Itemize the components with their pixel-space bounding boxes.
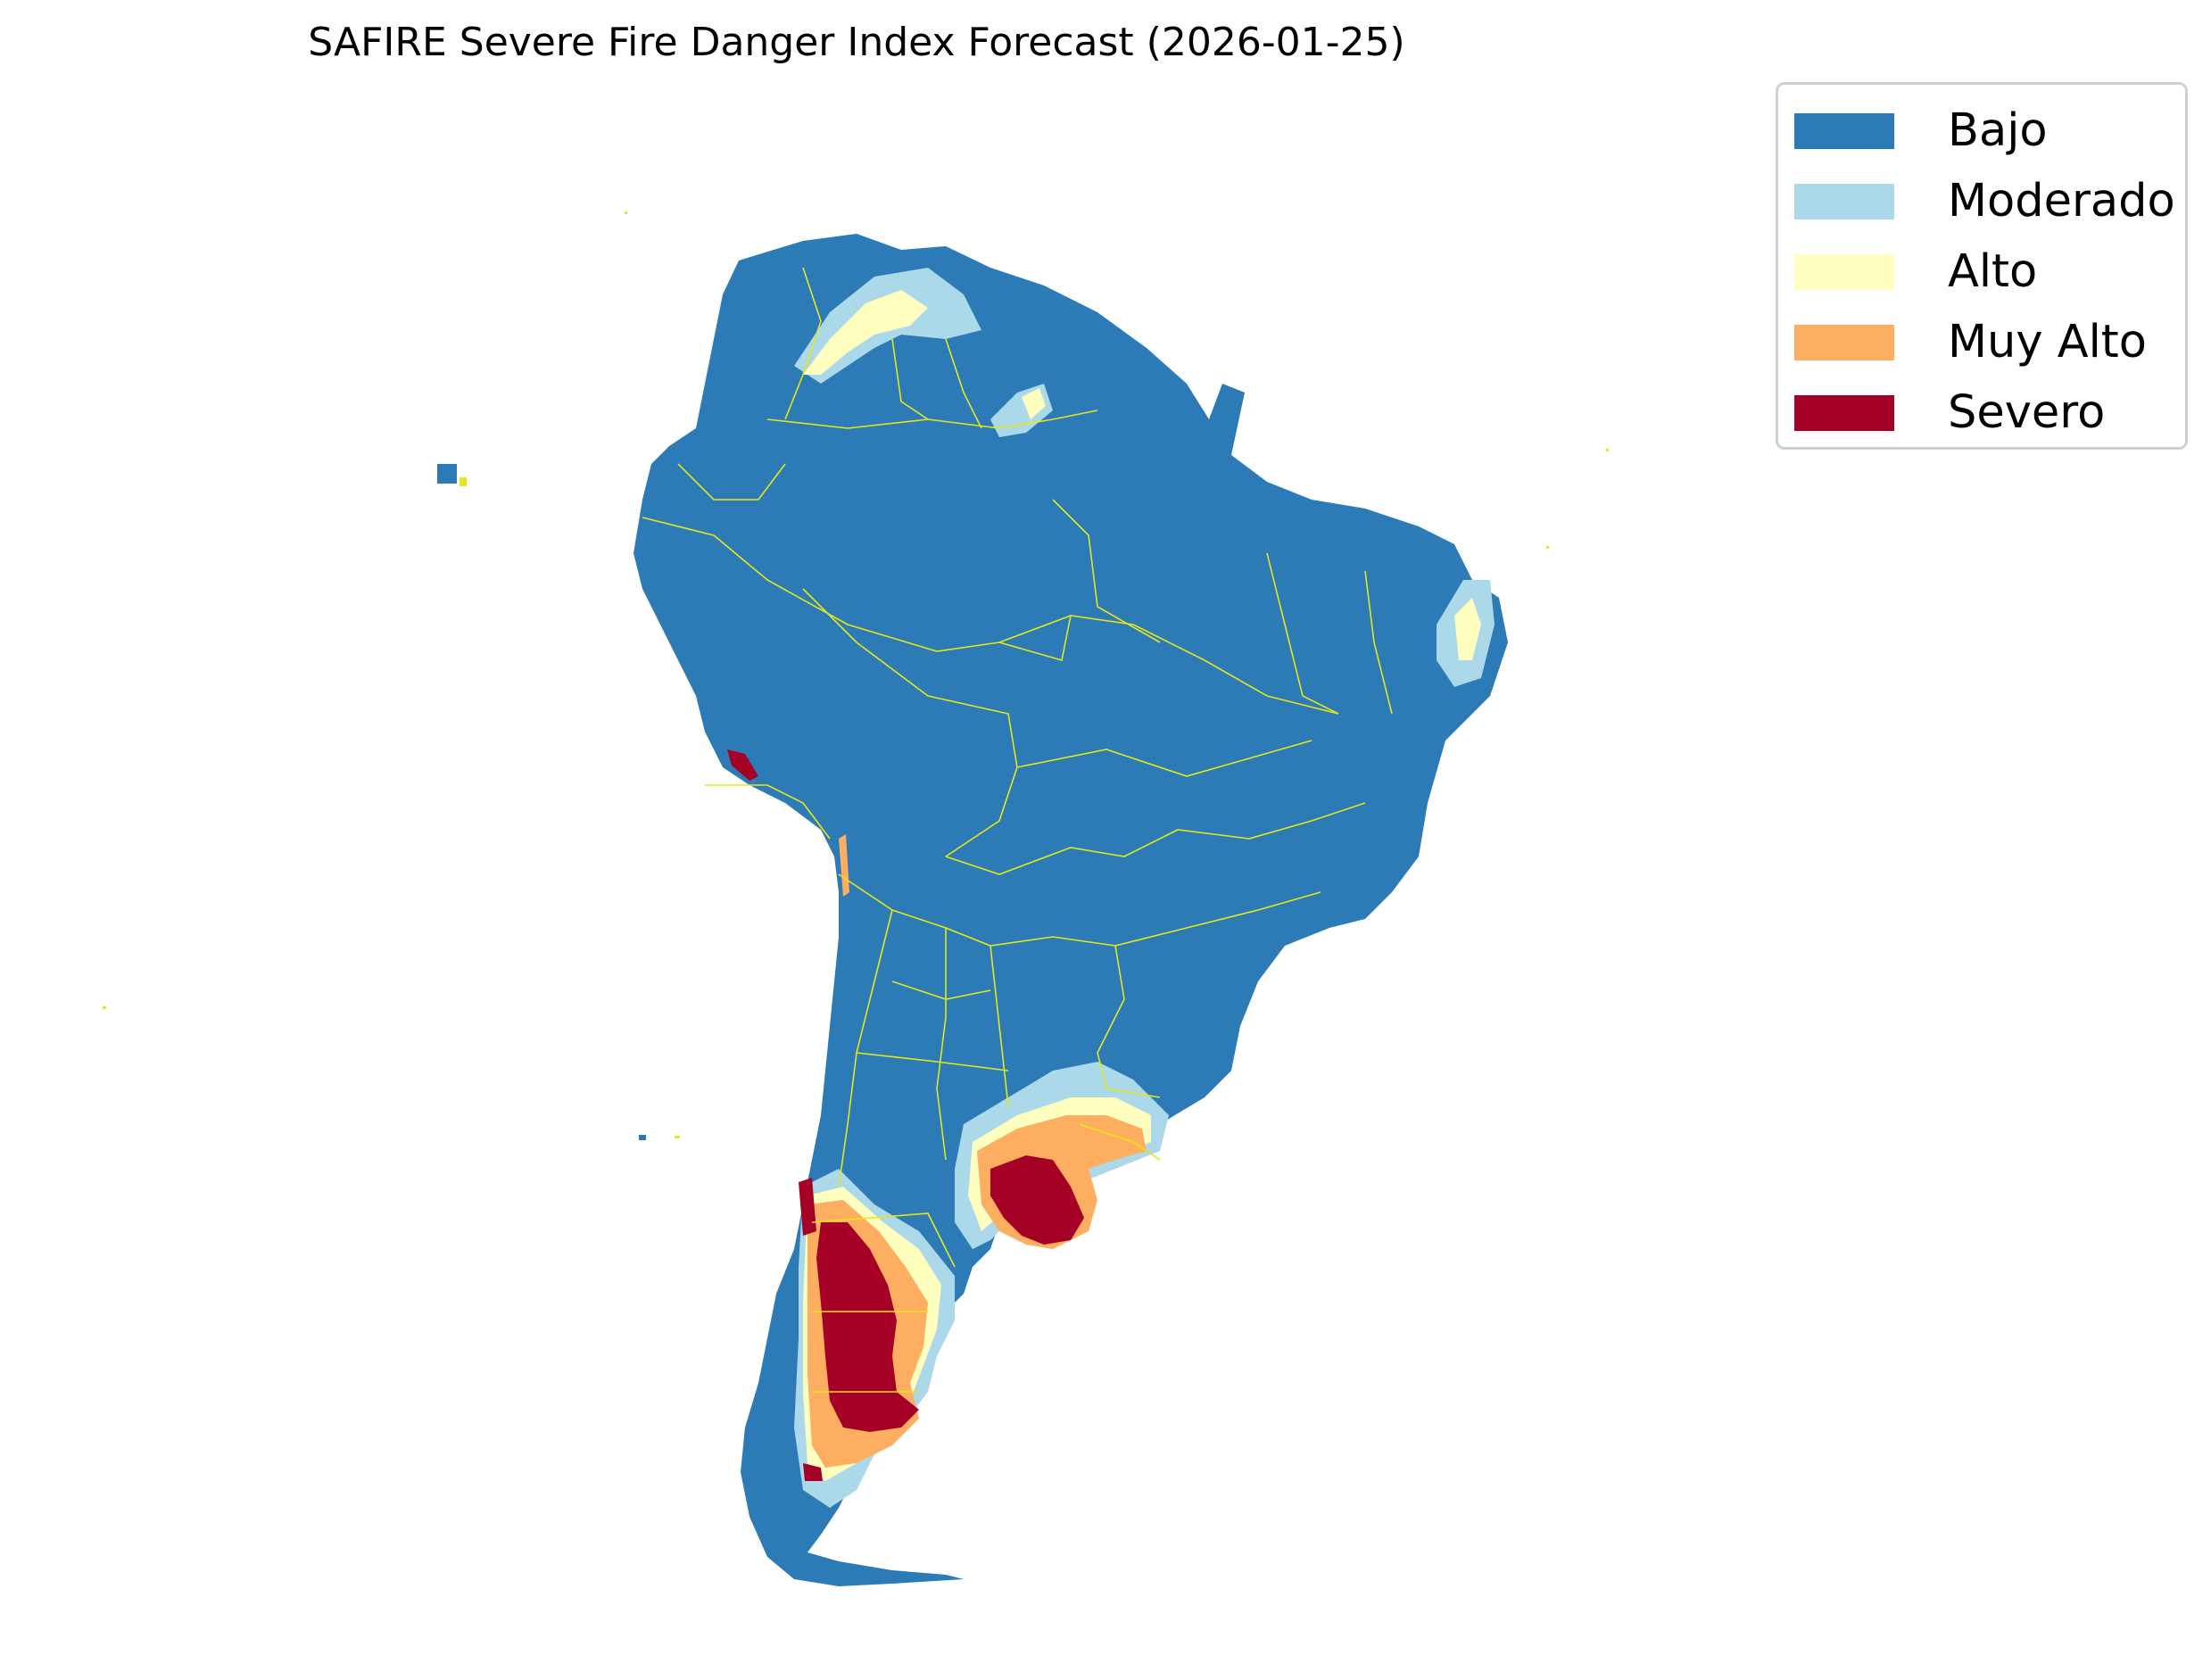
zone-alto-northeast — [1454, 598, 1481, 660]
legend-item-bajo: Bajo — [1794, 104, 2169, 158]
legend: Bajo Moderado Alto Muy Alto Severo — [1776, 82, 2188, 450]
legend-label-alto: Alto — [1948, 245, 2038, 298]
islands — [103, 211, 1609, 1140]
legend-swatch-moderado — [1794, 184, 1894, 219]
legend-swatch-severo — [1794, 395, 1894, 431]
zone-severo-peru — [727, 749, 758, 781]
legend-label-bajo: Bajo — [1948, 104, 2048, 157]
map-title: SAFIRE Severe Fire Danger Index Forecast… — [308, 20, 1405, 65]
legend-item-muy-alto: Muy Alto — [1794, 316, 2169, 369]
legend-label-severo: Severo — [1948, 386, 2106, 439]
galapagos-islands — [437, 464, 457, 484]
legend-swatch-muy-alto — [1794, 325, 1894, 360]
legend-item-severo: Severo — [1794, 386, 2169, 440]
zone-alto-guyana — [1022, 388, 1046, 419]
legend-item-moderado: Moderado — [1794, 175, 2175, 228]
zone-muy-alto-peru — [839, 834, 849, 897]
zone-severo-andes — [799, 1178, 816, 1236]
political-borders — [642, 267, 1393, 1393]
map-layer — [103, 211, 1609, 1586]
legend-label-moderado: Moderado — [1948, 175, 2175, 228]
land-bajo — [633, 234, 1508, 1586]
legend-label-muy-alto: Muy Alto — [1948, 316, 2147, 368]
zone-severo-patagonia — [816, 1222, 919, 1432]
zone-alto-north — [803, 290, 928, 375]
legend-swatch-alto — [1794, 254, 1894, 290]
legend-swatch-bajo — [1794, 113, 1894, 149]
legend-item-alto: Alto — [1794, 245, 2169, 299]
falkland-island — [639, 1135, 646, 1140]
zone-severo-south-tip — [803, 1463, 823, 1481]
zone-severo-pampas — [990, 1155, 1084, 1245]
